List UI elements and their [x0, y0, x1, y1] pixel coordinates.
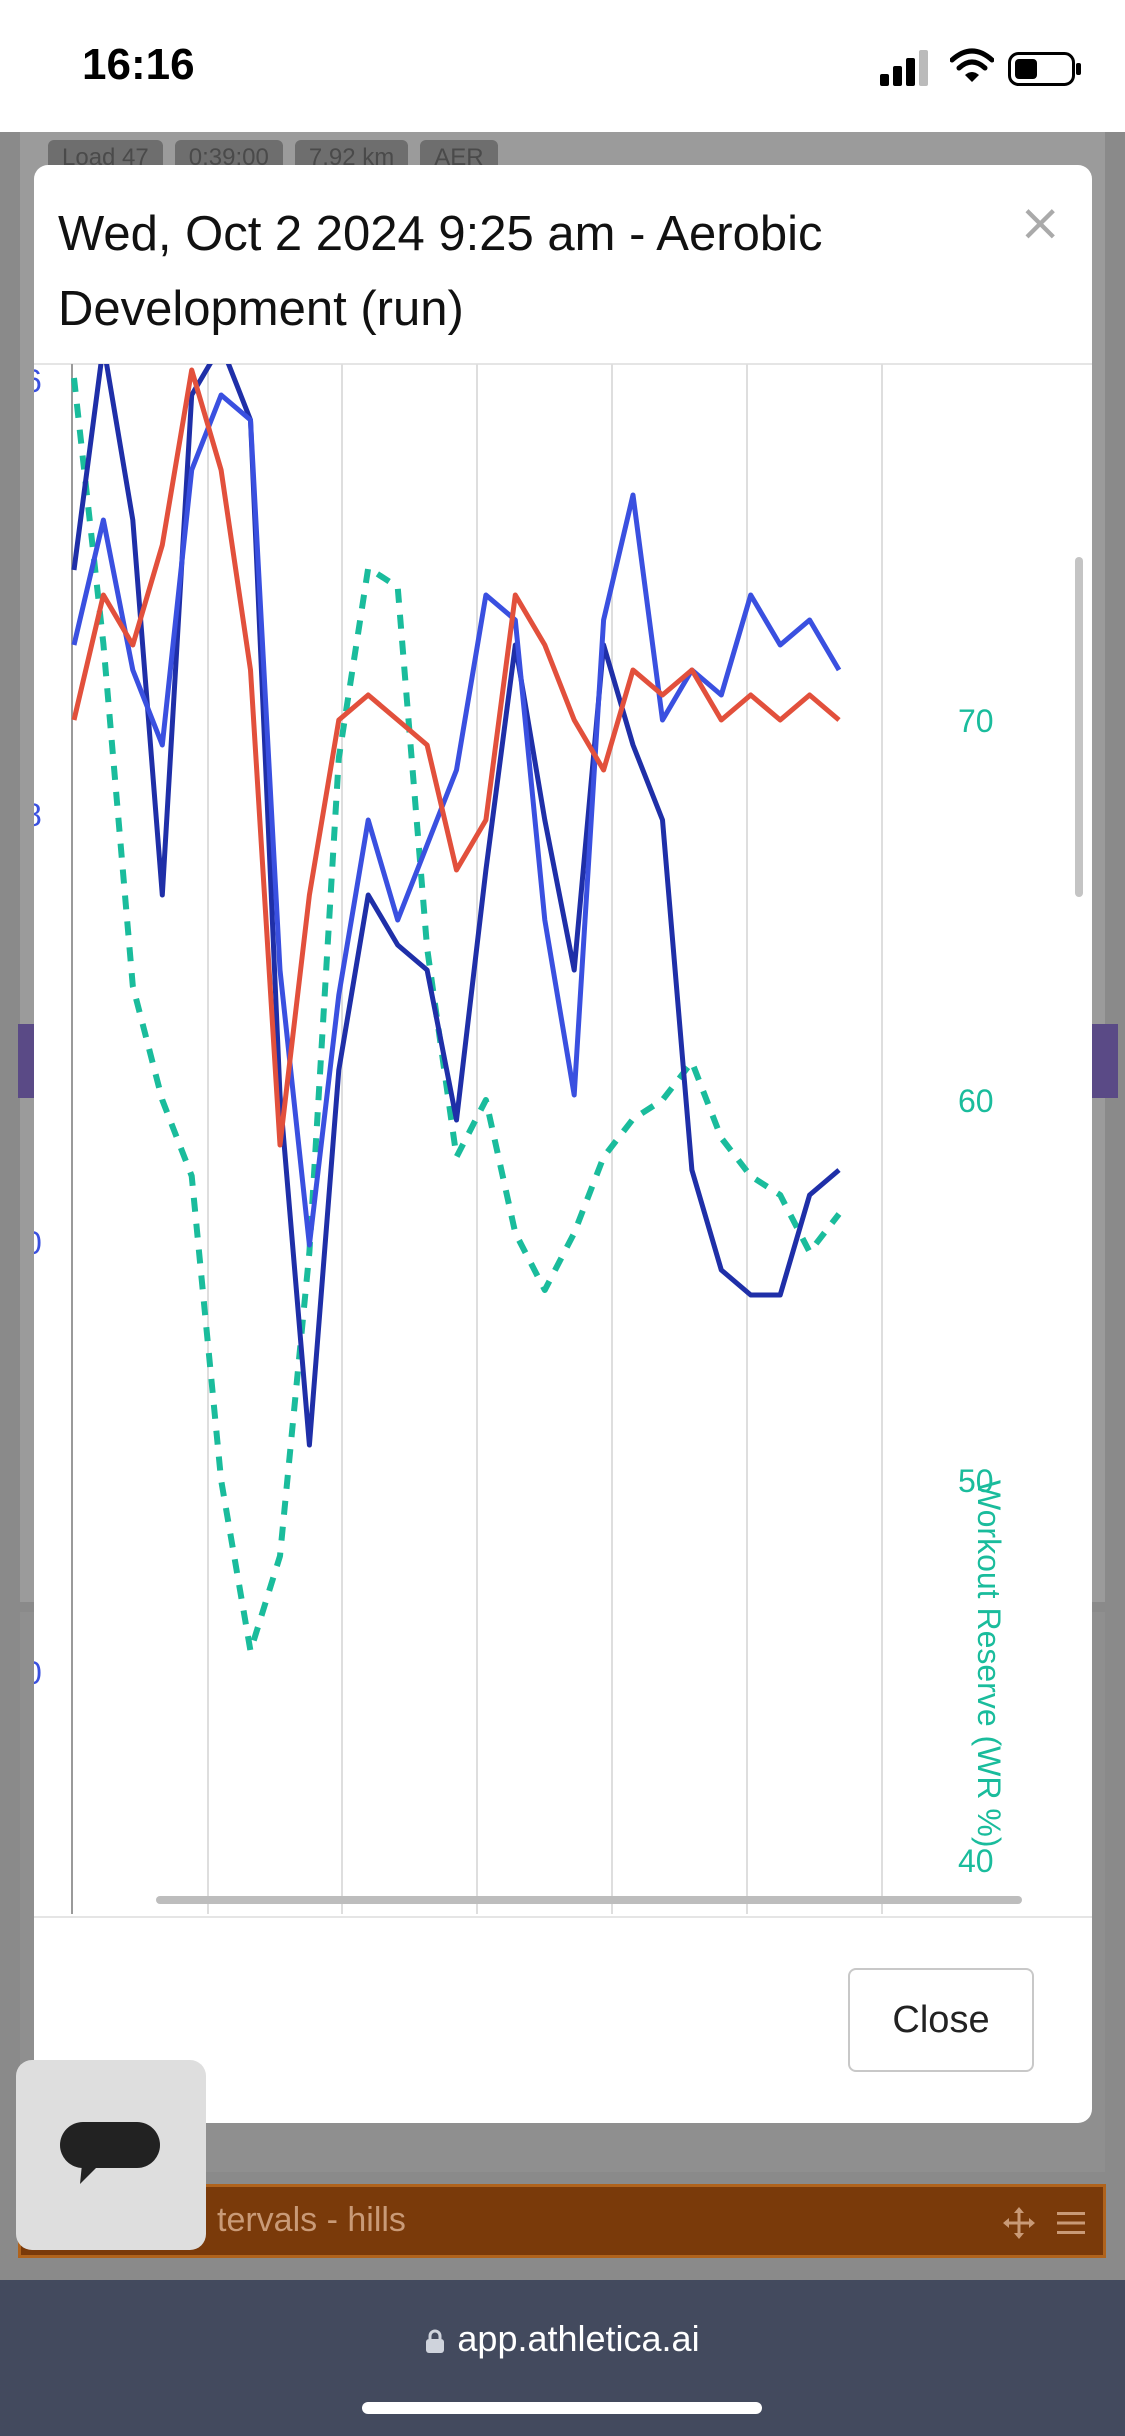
wifi-icon	[950, 48, 994, 82]
lock-icon	[426, 2329, 445, 2353]
series-line-2	[71, 392, 842, 1248]
status-bar: 16:16	[0, 0, 1125, 132]
modal-close-x-button[interactable]: ×	[1018, 193, 1062, 253]
home-indicator	[362, 2402, 762, 2414]
chat-support-button[interactable]	[16, 2060, 206, 2250]
y2-tick-label: 70	[958, 703, 994, 739]
close-button[interactable]: Close	[848, 1968, 1034, 2072]
y2-tick-label: 50	[958, 1463, 994, 1499]
hamburger-menu-icon[interactable]	[1055, 2207, 1087, 2239]
browser-url-bar[interactable]: app.athletica.ai	[0, 2280, 1125, 2436]
workout-row-label: tervals - hills	[217, 2201, 406, 2239]
workout-reserve-line	[71, 377, 842, 1654]
workout-chart: 6 8 0 0 70 60 50 40 Workout Reserve (WR %)	[34, 364, 1083, 1914]
url-text: app.athletica.ai	[457, 2318, 700, 2359]
y2-tick-label: 40	[958, 1843, 994, 1879]
modal-title: Wed, Oct 2 2024 9:25 am - Aerobic Develo…	[58, 207, 823, 336]
modal-header: Wed, Oct 2 2024 9:25 am - Aerobic Develo…	[34, 165, 1092, 365]
y-tick-label: 6	[34, 364, 42, 399]
series-line-3	[71, 367, 841, 1148]
url-display[interactable]: app.athletica.ai	[0, 2318, 1125, 2360]
y2-axis-label: Workout Reserve (WR %)	[971, 1480, 1007, 1847]
chat-bubble-icon	[60, 2122, 160, 2184]
y2-tick-label: 60	[958, 1083, 994, 1119]
y-tick-label: 8	[34, 797, 42, 833]
workout-chart-modal: Wed, Oct 2 2024 9:25 am - Aerobic Develo…	[34, 165, 1092, 2123]
y-tick-label: 0	[34, 1655, 42, 1691]
y-tick-label: 0	[34, 1225, 42, 1261]
move-icon[interactable]	[1001, 2205, 1037, 2241]
vertical-scrollbar[interactable]	[1075, 557, 1083, 897]
series-line-1	[71, 364, 841, 1448]
horizontal-scrollbar[interactable]	[156, 1896, 1022, 1904]
status-time: 16:16	[82, 40, 195, 89]
battery-icon	[1008, 52, 1081, 86]
modal-footer: Close	[34, 1916, 1092, 2123]
cellular-signal-icon	[880, 50, 928, 86]
chart-area[interactable]: 6 8 0 0 70 60 50 40 Workout Reserve (WR %)	[34, 364, 1092, 1914]
